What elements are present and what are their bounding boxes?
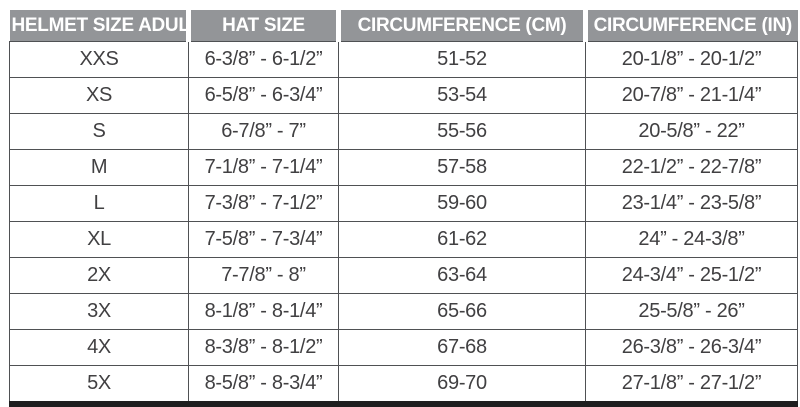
- cell-hat-size: 7-1/8” - 7-1/4”: [188, 149, 339, 186]
- col-header-circumference-cm: CIRCUMFERENCE (CM): [336, 10, 586, 42]
- cell-hat-size: 7-7/8” - 8”: [188, 257, 339, 294]
- cell-circumference-in: 27-1/8” - 27-1/2”: [585, 365, 798, 405]
- cell-helmet-size: M: [9, 149, 189, 186]
- cell-circumference-in: 20-1/8” - 20-1/2”: [585, 41, 798, 78]
- cell-circumference-cm: 67-68: [338, 329, 586, 366]
- cell-circumference-in: 23-1/4” - 23-5/8”: [585, 185, 798, 222]
- table-row: XXS 6-3/8” - 6-1/2” 51-52 20-1/8” - 20-1…: [9, 41, 798, 78]
- cell-helmet-size: S: [9, 113, 189, 150]
- table-row: L 7-3/8” - 7-1/2” 59-60 23-1/4” - 23-5/8…: [9, 185, 798, 222]
- cell-circumference-cm: 59-60: [338, 185, 586, 222]
- table-row: M 7-1/8” - 7-1/4” 57-58 22-1/2” - 22-7/8…: [9, 149, 798, 186]
- cell-hat-size: 6-7/8” - 7”: [188, 113, 339, 150]
- cell-circumference-in: 25-5/8” - 26”: [585, 293, 798, 330]
- header-row: HELMET SIZE ADULT HAT SIZE CIRCUMFERENCE…: [9, 10, 798, 42]
- cell-hat-size: 8-3/8” - 8-1/2”: [188, 329, 339, 366]
- cell-hat-size: 6-3/8” - 6-1/2”: [188, 41, 339, 78]
- cell-circumference-cm: 53-54: [338, 77, 586, 114]
- cell-circumference-in: 26-3/8” - 26-3/4”: [585, 329, 798, 366]
- table-row: 5X 8-5/8” - 8-3/4” 69-70 27-1/8” - 27-1/…: [9, 365, 798, 405]
- cell-hat-size: 8-1/8” - 8-1/4”: [188, 293, 339, 330]
- cell-circumference-cm: 57-58: [338, 149, 586, 186]
- cell-helmet-size: L: [9, 185, 189, 222]
- cell-circumference-in: 20-5/8” - 22”: [585, 113, 798, 150]
- cell-hat-size: 7-5/8” - 7-3/4”: [188, 221, 339, 258]
- cell-circumference-cm: 63-64: [338, 257, 586, 294]
- cell-hat-size: 8-5/8” - 8-3/4”: [188, 365, 339, 405]
- cell-circumference-in: 24-3/4” - 25-1/2”: [585, 257, 798, 294]
- cell-helmet-size: 2X: [9, 257, 189, 294]
- cell-circumference-cm: 51-52: [338, 41, 586, 78]
- cell-circumference-cm: 61-62: [338, 221, 586, 258]
- cell-helmet-size: 5X: [9, 365, 189, 405]
- table-row: 3X 8-1/8” - 8-1/4” 65-66 25-5/8” - 26”: [9, 293, 798, 330]
- col-header-circumference-in: CIRCUMFERENCE (IN): [583, 10, 798, 42]
- cell-helmet-size: 3X: [9, 293, 189, 330]
- table-row: XL 7-5/8” - 7-3/4” 61-62 24” - 24-3/8”: [9, 221, 798, 258]
- table-row: 4X 8-3/8” - 8-1/2” 67-68 26-3/8” - 26-3/…: [9, 329, 798, 366]
- cell-circumference-in: 24” - 24-3/8”: [585, 221, 798, 258]
- cell-circumference-cm: 65-66: [338, 293, 586, 330]
- table-row: S 6-7/8” - 7” 55-56 20-5/8” - 22”: [9, 113, 798, 150]
- col-header-helmet-size-adult: HELMET SIZE ADULT: [9, 10, 189, 42]
- cell-circumference-cm: 69-70: [338, 365, 586, 405]
- table-row: XS 6-5/8” - 6-3/4” 53-54 20-7/8” - 21-1/…: [9, 77, 798, 114]
- cell-circumference-cm: 55-56: [338, 113, 586, 150]
- helmet-size-table: HELMET SIZE ADULT HAT SIZE CIRCUMFERENCE…: [9, 10, 798, 407]
- cell-circumference-in: 22-1/2” - 22-7/8”: [585, 149, 798, 186]
- col-header-hat-size: HAT SIZE: [186, 10, 339, 42]
- table-row: 2X 7-7/8” - 8” 63-64 24-3/4” - 25-1/2”: [9, 257, 798, 294]
- cell-helmet-size: XS: [9, 77, 189, 114]
- table-body: XXS 6-3/8” - 6-1/2” 51-52 20-1/8” - 20-1…: [9, 41, 798, 405]
- cell-circumference-in: 20-7/8” - 21-1/4”: [585, 77, 798, 114]
- cell-helmet-size: XL: [9, 221, 189, 258]
- cell-helmet-size: 4X: [9, 329, 189, 366]
- cell-helmet-size: XXS: [9, 41, 189, 78]
- cell-hat-size: 7-3/8” - 7-1/2”: [188, 185, 339, 222]
- cell-hat-size: 6-5/8” - 6-3/4”: [188, 77, 339, 114]
